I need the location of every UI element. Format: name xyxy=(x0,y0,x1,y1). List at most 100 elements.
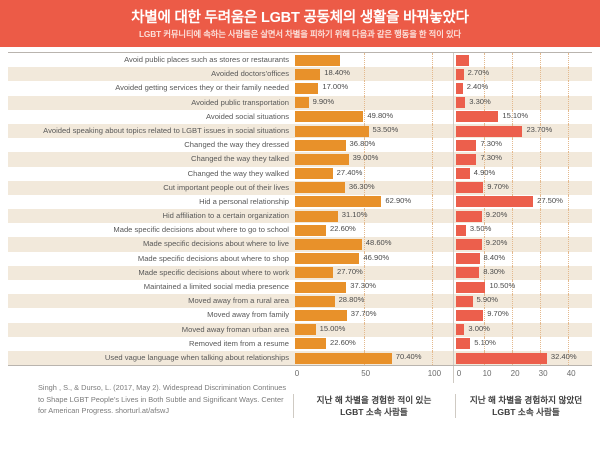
chart-row: Used vague language when talking about r… xyxy=(8,350,592,366)
chart-row: Made specific decisions about where to l… xyxy=(8,237,592,252)
bar-holder-right xyxy=(456,210,584,222)
panel-discriminated: 53.50% xyxy=(293,123,453,139)
chart-footer: Singh , S., & Durso, L. (2017, May 2). W… xyxy=(0,372,600,449)
bar-value-left: 31.10% xyxy=(341,210,368,220)
bar-left xyxy=(295,253,360,265)
panel-not-discriminated: 7.30% xyxy=(453,152,584,167)
bar-holder-right xyxy=(456,111,584,123)
bar-holder-left xyxy=(295,239,453,251)
bar-holder-left xyxy=(295,352,453,364)
bar-holder-left xyxy=(295,168,453,180)
chart-row: Changed the way they talked 39.00% 7.30% xyxy=(8,152,592,167)
bar-holder-right xyxy=(456,253,584,265)
axis-tick-right: 40 xyxy=(566,369,576,379)
legend-not-discriminated-line1: 지난 해 차별을 경험하지 않았던 xyxy=(469,395,583,405)
chart-area: Avoid public places such as stores or re… xyxy=(0,47,600,449)
bar-left xyxy=(295,352,392,364)
chart-row-label: Hid affiliation to a certain organizatio… xyxy=(162,211,290,221)
panel-discriminated: 18.40% xyxy=(293,67,453,82)
bar-value-right: 9.20% xyxy=(485,238,508,248)
bar-right xyxy=(456,111,499,123)
panel-not-discriminated: 9.20% xyxy=(453,237,584,252)
bar-left xyxy=(295,338,327,350)
bar-value-right: 23.70% xyxy=(526,124,553,134)
panel-discriminated xyxy=(293,53,453,68)
bar-holder-right xyxy=(456,267,584,279)
bar-left xyxy=(295,267,334,279)
panel-not-discriminated: 8.30% xyxy=(453,265,584,280)
chart-row: Avoid public places such as stores or re… xyxy=(8,53,592,68)
chart-row-label: Avoided public transportation xyxy=(191,97,289,107)
bar-right xyxy=(456,97,466,109)
bar-holder-left xyxy=(295,224,453,236)
bar-value-left: 22.60% xyxy=(330,224,356,234)
panel-discriminated: 36.30% xyxy=(293,180,453,195)
bar-holder-right xyxy=(456,97,584,109)
chart-row-label: Made specific decisions about where to l… xyxy=(142,239,289,249)
bar-right xyxy=(456,267,480,279)
axis-row: 0 50 100 0 10 20 30 40 xyxy=(8,365,592,384)
bar-holder-right xyxy=(456,338,584,350)
bar-right xyxy=(456,182,484,194)
axis-tick-right: 10 xyxy=(482,369,492,379)
chart-row-label: Maintained a limited social media presen… xyxy=(143,282,289,291)
panel-not-discriminated: 2.40% xyxy=(453,81,584,96)
bar-value-right: 8.40% xyxy=(483,252,506,262)
chart-row-label: Made specific decisions about where to s… xyxy=(137,253,289,263)
chart-row: Avoided getting services they or their f… xyxy=(8,81,592,96)
bar-holder-left xyxy=(295,68,453,80)
bar-value-right: 15.10% xyxy=(502,110,529,120)
panel-not-discriminated: 5.90% xyxy=(453,294,584,309)
legend-discriminated-line1: 지난 해 차별을 경험한 적이 있는 xyxy=(316,395,432,405)
bar-value-right: 5.90% xyxy=(476,295,499,305)
bar-right xyxy=(456,352,547,364)
panel-discriminated: 36.80% xyxy=(293,138,453,153)
chart-row-label: Moved away from family xyxy=(207,310,289,320)
chart-row-label: Used vague language when talking about r… xyxy=(104,352,289,362)
bar-value-left: 62.90% xyxy=(385,195,412,205)
bar-value-left: 39.00% xyxy=(352,153,379,163)
chart-row: Cut important people out of their lives 3… xyxy=(8,180,592,195)
panel-not-discriminated: 3.50% xyxy=(453,223,584,238)
panel-discriminated: 39.00% xyxy=(293,152,453,167)
bar-right xyxy=(456,295,473,307)
bar-right xyxy=(456,196,534,208)
bar-holder-left xyxy=(295,253,453,265)
bar-holder-right xyxy=(456,281,584,293)
chart-row: Moved away from a rural area 28.80% 5.90% xyxy=(8,294,592,309)
bar-right xyxy=(456,338,471,350)
bar-right xyxy=(456,125,523,137)
bar-holder-left xyxy=(295,82,453,94)
bar-value-right: 7.30% xyxy=(480,139,503,149)
chart-row-label: Hid a personal relationship xyxy=(199,196,289,206)
bar-right xyxy=(456,309,484,321)
bar-value-left: 36.30% xyxy=(348,181,375,191)
bar-holder-left xyxy=(295,196,453,208)
panel-not-discriminated: 15.10% xyxy=(453,109,584,124)
bar-value-right: 9.70% xyxy=(487,181,509,191)
bar-holder-right xyxy=(456,125,584,137)
bar-right xyxy=(456,239,482,251)
bar-value-right: 3.00% xyxy=(468,323,490,333)
chart-row-label: Made specific decisions about where to g… xyxy=(113,225,289,235)
bar-value-left: 17.00% xyxy=(322,82,349,92)
bar-holder-left xyxy=(295,97,453,109)
bar-holder-right xyxy=(456,82,584,94)
chart-row: Changed the way they walked 27.40% 4.90% xyxy=(8,166,592,181)
bar-value-right: 32.40% xyxy=(550,351,577,361)
panel-discriminated: 37.70% xyxy=(293,308,453,323)
bar-value-right: 9.20% xyxy=(485,210,508,220)
bar-value-right: 2.40% xyxy=(466,82,489,92)
bar-holder-right xyxy=(456,309,584,321)
bar-value-right: 27.50% xyxy=(537,195,563,205)
panel-not-discriminated: 23.70% xyxy=(453,123,584,139)
bar-value-right: 2.70% xyxy=(467,68,490,78)
bar-holder-left xyxy=(295,338,453,350)
panel-discriminated: 22.60% xyxy=(293,336,453,351)
bar-left xyxy=(295,82,319,94)
bar-holder-left xyxy=(295,125,453,137)
axis-tick-left: 100 xyxy=(427,369,442,379)
bar-right xyxy=(456,68,464,80)
bar-left xyxy=(295,239,362,251)
bar-holder-right xyxy=(456,295,584,307)
